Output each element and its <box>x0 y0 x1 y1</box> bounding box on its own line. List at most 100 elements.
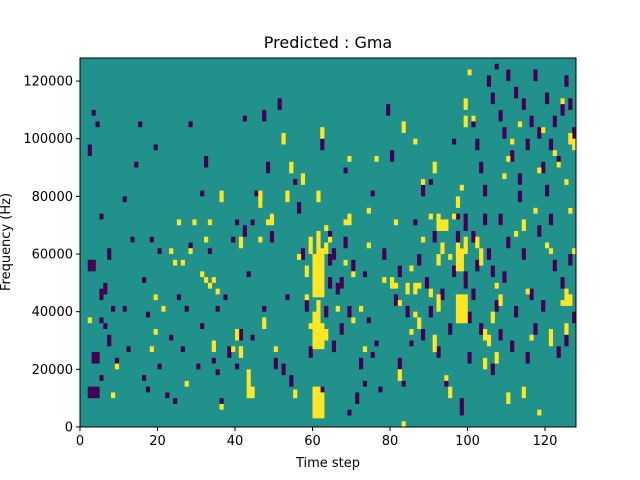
heatmap-cell-low <box>548 213 554 226</box>
heatmap-cell-low <box>114 357 120 364</box>
heatmap-cell-low <box>223 294 228 301</box>
heatmap-cell-high <box>207 219 213 226</box>
heatmap-cell-low <box>502 127 507 139</box>
heatmap-cell-low <box>200 190 205 197</box>
heatmap-cell-high <box>537 167 542 174</box>
heatmap-cell-low <box>157 248 162 255</box>
heatmap-cell-low <box>145 386 151 393</box>
heatmap-cell-low <box>87 386 92 399</box>
heatmap-cell-low <box>91 109 96 116</box>
heatmap-cell-high <box>351 317 356 324</box>
heatmap-cell-low <box>235 363 240 370</box>
heatmap-cell-low <box>401 380 406 387</box>
heatmap-cell-high <box>401 121 406 133</box>
heatmap-cell-high <box>459 248 464 272</box>
heatmap-cell-low <box>335 282 340 295</box>
heatmap-cell-high <box>444 375 449 381</box>
heatmap-cell-low <box>331 340 337 353</box>
heatmap-cell-low <box>111 305 116 312</box>
heatmap-cell-low <box>300 248 306 260</box>
heatmap-cell-low <box>266 161 271 174</box>
heatmap-cell-low <box>510 150 515 162</box>
heatmap-cell-low <box>514 86 519 99</box>
y-tick-label: 80000 <box>32 190 73 205</box>
heatmap-cell-low <box>467 311 472 324</box>
heatmap-cell-low <box>87 144 92 157</box>
heatmap-cell-low <box>413 219 418 226</box>
heatmap-cell-high <box>463 236 468 255</box>
x-axis-ticks: 0 20 40 60 80 100 120 <box>76 427 557 449</box>
heatmap-cell-low <box>517 190 523 203</box>
heatmap-cell-low <box>293 179 298 185</box>
heatmap-cell-low <box>436 346 441 358</box>
heatmap-cell-high <box>308 323 313 329</box>
heatmap-cell-low <box>552 259 557 272</box>
heatmap-cell-low <box>428 305 433 318</box>
heatmap-cell-high <box>421 179 426 185</box>
y-tick-label: 40000 <box>32 305 73 320</box>
heatmap-cell-high <box>564 179 569 185</box>
heatmap-cell-high <box>568 132 573 145</box>
heatmap-cell-high <box>320 248 325 298</box>
heatmap-cell-low <box>250 334 255 341</box>
heatmap-cell-high <box>560 300 565 306</box>
heatmap-cell-low <box>339 323 344 335</box>
heatmap-cell-high <box>556 161 561 168</box>
heatmap-cell-low <box>455 213 461 220</box>
heatmap-cell-low <box>126 346 131 353</box>
heatmap-cell-high <box>169 248 174 255</box>
heatmap-cell-low <box>207 248 213 255</box>
heatmap-cell-low <box>556 346 561 358</box>
heatmap-cell-low <box>378 386 383 393</box>
heatmap-cell-high <box>444 219 449 231</box>
heatmap-cell-high <box>572 138 577 151</box>
heatmap-cell-high <box>258 236 263 243</box>
heatmap-cell-low <box>506 236 511 249</box>
heatmap-cell-high <box>545 242 550 249</box>
heatmap-cell-low <box>320 138 325 151</box>
heatmap-cell-high <box>231 346 236 353</box>
heatmap-cell-low <box>568 98 573 110</box>
heatmap-cell-high <box>351 271 356 278</box>
heatmap-cell-low <box>471 288 476 301</box>
heatmap-cell-low <box>142 375 147 381</box>
heatmap-cell-high <box>393 219 399 226</box>
heatmap-cell-high <box>215 288 220 295</box>
heatmap-cell-high <box>304 265 309 278</box>
heatmap-cell-high <box>192 219 197 226</box>
heatmap-cell-high <box>320 127 325 139</box>
heatmap-cell-low <box>421 328 426 341</box>
heatmap-cell-low <box>564 75 569 87</box>
heatmap-cell-high <box>521 386 526 399</box>
heatmap-cell-high <box>304 294 309 301</box>
heatmap-cell-low <box>452 265 457 278</box>
y-tick-label: 120000 <box>23 75 73 90</box>
heatmap-cell-high <box>269 213 275 226</box>
heatmap-cell-high <box>111 392 116 399</box>
heatmap-cell-high <box>374 156 379 162</box>
heatmap-cell-low <box>545 184 550 197</box>
heatmap-cell-low <box>479 161 484 174</box>
heatmap-cell-low <box>99 375 104 381</box>
heatmap-cell-high <box>176 219 182 226</box>
heatmap-cell-low <box>490 265 495 278</box>
heatmap-cell-low <box>359 357 364 370</box>
heatmap-cell-low <box>99 288 104 301</box>
heatmap-cell-low <box>134 161 139 168</box>
heatmap-cell-high <box>250 386 255 399</box>
heatmap-cell-high <box>312 254 317 298</box>
heatmap-cell-low <box>545 92 550 105</box>
heatmap-cell-low <box>219 398 224 404</box>
heatmap-cell-high <box>347 213 352 226</box>
heatmap-cell-high <box>564 323 569 335</box>
heatmap-cell-high <box>417 282 422 289</box>
heatmap-cell-high <box>432 334 437 353</box>
heatmap-cell-high <box>211 277 216 283</box>
heatmap-cell-high <box>409 265 414 272</box>
heatmap-cell-high <box>401 421 406 427</box>
heatmap-cell-low <box>424 277 430 289</box>
heatmap-cell-low <box>211 357 216 364</box>
heatmap-cell-high <box>440 242 445 255</box>
heatmap-cell-low <box>196 363 201 370</box>
heatmap-cell-low <box>149 236 154 243</box>
